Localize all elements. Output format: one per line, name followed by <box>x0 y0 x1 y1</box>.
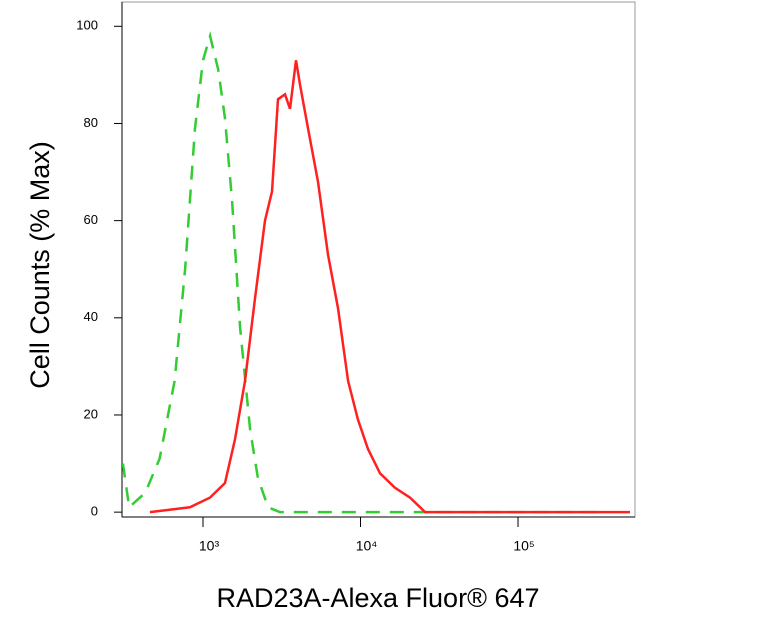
y-axis-label: Cell Counts (% Max) <box>25 141 55 389</box>
x-tick-label: 10³ <box>199 538 220 554</box>
x-tick-label: 10⁵ <box>513 538 534 554</box>
y-tick-label: 20 <box>84 406 98 421</box>
y-tick-label: 100 <box>76 18 98 33</box>
y-tick-label: 80 <box>84 115 98 130</box>
series-line <box>149 60 630 514</box>
x-tick-label: 10⁴ <box>356 538 378 554</box>
y-tick-label: 0 <box>91 504 98 519</box>
series-line <box>122 31 600 514</box>
x-axis-label: RAD23A-Alexa Fluor® 647 <box>216 583 539 613</box>
y-tick-label: 60 <box>84 212 98 227</box>
y-tick-label: 40 <box>84 309 98 324</box>
plot-frame <box>121 1 636 518</box>
